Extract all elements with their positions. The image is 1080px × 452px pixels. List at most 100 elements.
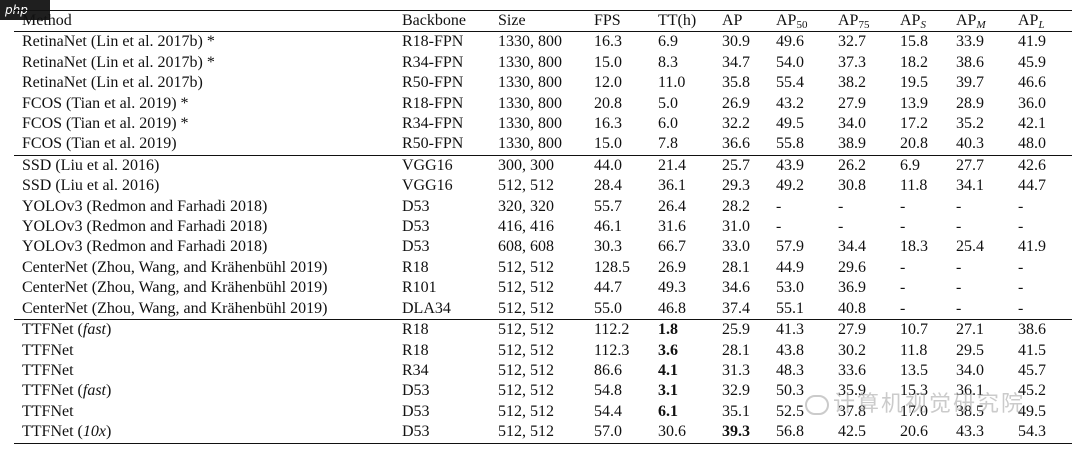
table-cell: 26.4 bbox=[658, 197, 686, 215]
table-cell: 44.7 bbox=[594, 279, 622, 297]
table-cell: 43.8 bbox=[776, 341, 804, 359]
table-cell: 6.1 bbox=[658, 402, 678, 420]
table-cell: R50-FPN bbox=[402, 74, 464, 92]
table-cell: 38.2 bbox=[838, 74, 866, 92]
header-cell: FPS bbox=[594, 12, 621, 29]
table-row: TTFNet (fast) R18 512, 512 112.2 1.8 25.9 41.3… bbox=[14, 319, 1072, 341]
table-cell: 1330, 800 bbox=[498, 74, 562, 92]
table-row: TTFNet R18 512, 512 112.3 3.6 28.1 43.8 30.2 11.… bbox=[14, 341, 1072, 361]
table-cell: R18 bbox=[402, 341, 429, 359]
table-cell: 15.0 bbox=[594, 53, 622, 71]
table-cell: 28.9 bbox=[956, 94, 984, 112]
table-cell: 1330, 800 bbox=[498, 53, 562, 71]
table-cell: R34 bbox=[402, 361, 429, 379]
table-cell: 30.6 bbox=[658, 423, 686, 441]
table-cell: TTFNet (fast) bbox=[22, 382, 112, 400]
table-row: CenterNet (Zhou, Wang, and Krähenbühl 20… bbox=[14, 299, 1072, 320]
table-cell: 25.7 bbox=[722, 156, 750, 174]
table-cell: 11.0 bbox=[658, 74, 686, 92]
table-cell: 57.9 bbox=[776, 238, 804, 256]
table-cell: 28.4 bbox=[594, 177, 622, 195]
table-cell: 28.1 bbox=[722, 341, 750, 359]
table-cell: TTFNet (fast) bbox=[22, 321, 112, 339]
table-row: YOLOv3 (Redmon and Farhadi 2018) D53 320, … bbox=[14, 197, 1072, 217]
table-cell: 43.9 bbox=[776, 156, 804, 174]
table-cell: 41.9 bbox=[1018, 33, 1046, 51]
table-cell: 38.6 bbox=[956, 53, 984, 71]
table-cell: RetinaNet (Lin et al. 2017b) * bbox=[22, 33, 215, 51]
table-cell: 4.1 bbox=[658, 361, 678, 379]
table-cell: R50-FPN bbox=[402, 135, 464, 153]
table-cell: R34-FPN bbox=[402, 115, 464, 133]
table-row: TTFNet R34 512, 512 86.6 4.1 31.3 48.3 33.6 13.5… bbox=[14, 361, 1072, 381]
table-cell: 48.0 bbox=[1018, 135, 1046, 153]
table-cell: 35.1 bbox=[722, 402, 750, 420]
watermark-label: 计算机视觉研究院 bbox=[833, 392, 1026, 417]
table-cell: 512, 512 bbox=[498, 177, 554, 195]
table-cell: RetinaNet (Lin et al. 2017b) bbox=[22, 74, 203, 92]
table-cell: 55.4 bbox=[776, 74, 804, 92]
table-body: RetinaNet (Lin et al. 2017b) * R18-FPN 133… bbox=[14, 32, 1072, 444]
table-cell: 41.5 bbox=[1018, 341, 1046, 359]
table-row: FCOS (Tian et al. 2019) * R18-FPN 1330, 80… bbox=[14, 94, 1072, 114]
table-cell: FCOS (Tian et al. 2019) * bbox=[22, 94, 189, 112]
header-cell: Size bbox=[498, 12, 526, 29]
table-cell: 320, 320 bbox=[498, 197, 554, 215]
table-cell: 54.4 bbox=[594, 402, 622, 420]
table-cell: 512, 512 bbox=[498, 423, 554, 441]
table-cell: 29.3 bbox=[722, 177, 750, 195]
table-cell: 39.7 bbox=[956, 74, 984, 92]
table-cell: - bbox=[956, 299, 962, 317]
table-cell: FCOS (Tian et al. 2019) * bbox=[22, 115, 189, 133]
table-cell: 34.4 bbox=[838, 238, 866, 256]
table-cell: 20.8 bbox=[594, 94, 622, 112]
table-cell: 40.3 bbox=[956, 135, 984, 153]
table-cell: CenterNet (Zhou, Wang, and Krähenbühl 20… bbox=[22, 258, 328, 276]
watermark-text: 计算机视觉研究院 bbox=[805, 386, 1025, 418]
table-cell: 31.3 bbox=[722, 361, 750, 379]
table-cell: - bbox=[776, 197, 782, 215]
table-cell: 45.2 bbox=[1018, 382, 1046, 400]
table-row: TTFNet (fast) D53 512, 512 54.8 3.1 32.9 50.3 3… bbox=[14, 381, 1072, 401]
table-cell: 57.0 bbox=[594, 423, 622, 441]
table-cell: RetinaNet (Lin et al. 2017b) * bbox=[22, 53, 215, 71]
header-cell: Backbone bbox=[402, 12, 466, 29]
table-cell: 10.7 bbox=[900, 321, 928, 339]
table-cell: 42.5 bbox=[838, 423, 866, 441]
table-cell: 34.0 bbox=[956, 361, 984, 379]
table-cell: 3.1 bbox=[658, 382, 678, 400]
table-cell: 512, 512 bbox=[498, 279, 554, 297]
table-cell: YOLOv3 (Redmon and Farhadi 2018) bbox=[22, 197, 268, 215]
table-cell: SSD (Liu et al. 2016) bbox=[22, 156, 160, 174]
table-cell: 3.6 bbox=[658, 341, 678, 359]
table-cell: R101 bbox=[402, 279, 437, 297]
table-cell: 28.2 bbox=[722, 197, 750, 215]
table-cell: 1330, 800 bbox=[498, 135, 562, 153]
table-cell: 49.5 bbox=[1018, 402, 1046, 420]
table-cell: 27.9 bbox=[838, 94, 866, 112]
table-cell: D53 bbox=[402, 382, 430, 400]
table-cell: 34.6 bbox=[722, 279, 750, 297]
php-watermark: php bbox=[0, 0, 50, 20]
table-row: TTFNet (10x) D53 512, 512 57.0 30.6 39.3 56.8 4… bbox=[14, 422, 1072, 444]
table-cell: 38.9 bbox=[838, 135, 866, 153]
table-cell: 16.3 bbox=[594, 33, 622, 51]
table-cell: 8.3 bbox=[658, 53, 678, 71]
table-cell: - bbox=[838, 218, 844, 236]
table-cell: 49.3 bbox=[658, 279, 686, 297]
table-cell: 36.9 bbox=[838, 279, 866, 297]
table-cell: 33.6 bbox=[838, 361, 866, 379]
table-cell: 36.0 bbox=[1018, 94, 1046, 112]
table-cell: 29.5 bbox=[956, 341, 984, 359]
table-cell: 30.8 bbox=[838, 177, 866, 195]
table-cell: R18 bbox=[402, 258, 429, 276]
table-cell: - bbox=[776, 218, 782, 236]
header-cell: APL bbox=[1018, 12, 1045, 31]
header-row: Method Backbone Size FPS TT(h) AP AP50 AP75 APS A… bbox=[14, 10, 1072, 32]
table-cell: 34.7 bbox=[722, 53, 750, 71]
table-cell: 17.2 bbox=[900, 115, 928, 133]
table-cell: FCOS (Tian et al. 2019) bbox=[22, 135, 177, 153]
table-cell: 36.1 bbox=[956, 382, 984, 400]
table-cell: - bbox=[956, 218, 962, 236]
table-cell: 44.9 bbox=[776, 258, 804, 276]
